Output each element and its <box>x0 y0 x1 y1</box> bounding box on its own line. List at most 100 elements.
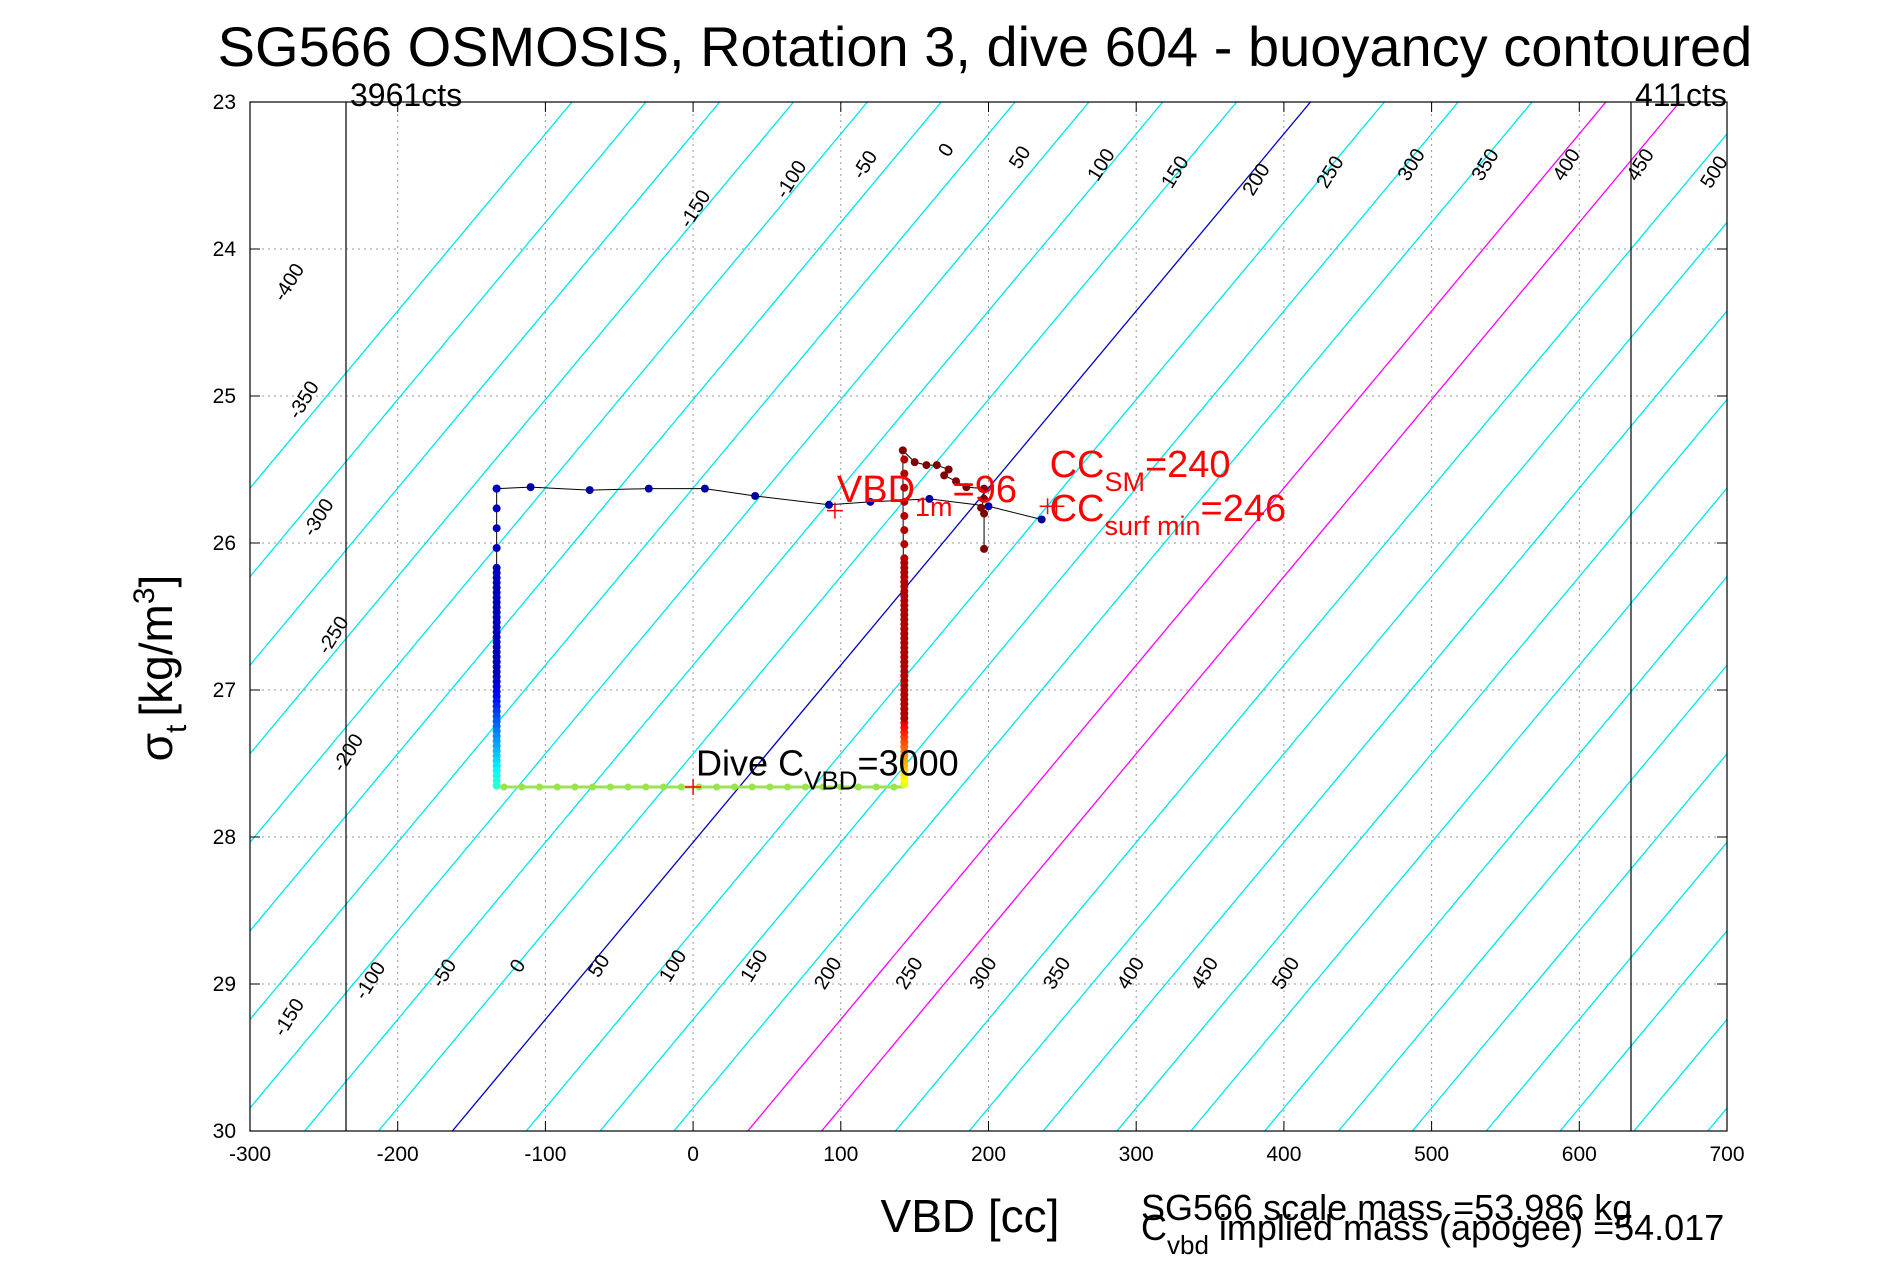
track-point-surface-8 <box>980 484 989 493</box>
x-tick-label: 700 <box>1709 1143 1744 1166</box>
contour-line-750 <box>1559 929 1727 1131</box>
y-tick-label: 28 <box>213 826 236 849</box>
y-axis-label-sub: t <box>160 724 193 733</box>
annotation-cc-sm-main: CC <box>1050 444 1105 486</box>
contour-line--150 <box>250 102 1090 1109</box>
contour-line--350 <box>250 102 795 755</box>
annotation-vbd-1m: VBD1m=96 <box>837 469 1017 522</box>
track-point-ascent-57 <box>900 511 909 520</box>
contour-line--100 <box>304 102 1164 1131</box>
annotation-cc-sm-value: =240 <box>1145 444 1231 486</box>
track-point-ascent-51 <box>900 540 909 549</box>
contour-line-300 <box>894 132 1727 1131</box>
track-point-surface-3 <box>932 461 941 470</box>
track-point-top-9 <box>984 502 993 511</box>
contour-line--250 <box>250 102 942 932</box>
contour-line-700 <box>1485 841 1727 1131</box>
track-point-bottom-1 <box>518 783 526 791</box>
track-point-descent-12 <box>492 543 501 552</box>
track-point-top-3 <box>644 484 653 493</box>
scale-mass-text: SG566 scale mass =53.986 kg <box>1141 1187 1632 1228</box>
annotation-dive-cvbd: Dive CVBD=3000 <box>696 742 959 795</box>
y-tick-label: 25 <box>213 385 236 408</box>
contour-line-50 <box>525 102 1385 1131</box>
axis-ticks: -300 -200 -100 0 100 200 300 400 500 600 700 23 24 25… <box>213 91 1745 1166</box>
track-point-surface-1 <box>910 458 919 467</box>
contour-line-950 <box>1855 102 1891 1131</box>
track-point-bottom-21 <box>872 783 880 791</box>
implied-mass-c: C <box>1141 1207 1167 1248</box>
marker-vbd-1m <box>826 502 843 519</box>
track-point-top-4 <box>700 484 709 493</box>
contour-line-200 <box>747 102 1607 1131</box>
track-point-ascent-48 <box>900 554 909 563</box>
contour-line-350 <box>968 221 1727 1131</box>
annotation-vbd-1m-value: =96 <box>953 469 1017 511</box>
contour-line-150 <box>673 102 1533 1131</box>
annotation-cc-surf: CCsurf min=246 <box>1050 488 1287 541</box>
marker-dive-c <box>685 779 702 796</box>
track-point-bottom-17 <box>801 783 809 791</box>
contour-line--450 <box>250 102 647 578</box>
implied-mass-rest: implied mass (apogee) =54.017 <box>1209 1207 1724 1248</box>
contour-line-0 <box>451 102 1311 1131</box>
track-point-bottom-8 <box>642 783 650 791</box>
track-point-top-5 <box>751 491 760 500</box>
x-tick-label: 400 <box>1266 1143 1301 1166</box>
track-point-descent-4 <box>492 504 501 513</box>
track-point-surface-0 <box>898 446 907 455</box>
contour-line--200 <box>250 102 1016 1021</box>
track-point-bottom-10 <box>677 783 685 791</box>
x-tick-label: 600 <box>1562 1143 1597 1166</box>
annotation-cc-sm-sub: SM <box>1104 467 1145 497</box>
y-tick-label: 29 <box>213 973 236 996</box>
x-tick-label: -300 <box>229 1143 271 1166</box>
contour-line-650 <box>1411 752 1727 1131</box>
track-point-surface-4 <box>944 465 953 474</box>
contour-line-400 <box>1042 309 1727 1131</box>
track-point-bottom-19 <box>837 783 845 791</box>
implied-mass-sub: vbd <box>1167 1230 1209 1260</box>
svg-text:σt[kg/m3]: σt [kg/m3] <box>128 575 193 762</box>
track-point-bottom-13 <box>730 783 738 791</box>
y-axis-label-close: ] <box>130 575 182 588</box>
contour-line--400 <box>250 102 721 667</box>
track-point-bottom-9 <box>660 783 668 791</box>
track-point-top-2 <box>585 486 594 495</box>
x-tick-label: 500 <box>1414 1143 1449 1166</box>
x-tick-label: 200 <box>971 1143 1006 1166</box>
y-tick-label: 30 <box>213 1120 236 1143</box>
count-limit-label-1: 411cts <box>1635 77 1727 113</box>
track-point-bottom-18 <box>819 783 827 791</box>
track-point-ascent-66 <box>900 469 909 478</box>
track-point-bottom-16 <box>784 783 792 791</box>
track-point-bottom-14 <box>748 783 756 791</box>
x-axis-label: VBD [cc] <box>881 1190 1060 1242</box>
track-point-surface-5 <box>940 471 949 480</box>
annotation-dive-cvbd-main: Dive C <box>696 742 804 783</box>
x-tick-label: -100 <box>524 1143 566 1166</box>
y-tick-label: 24 <box>213 238 237 261</box>
track-point-descent-0 <box>492 484 501 493</box>
contour-line--500 <box>250 102 573 490</box>
annotation-cc-surf-main: CC <box>1050 488 1105 530</box>
track-point-top-10 <box>1037 515 1046 524</box>
annotation-cc-surf-sub: surf min <box>1104 511 1200 541</box>
x-tick-label: 300 <box>1119 1143 1154 1166</box>
y-tick-label: 26 <box>213 532 236 555</box>
track-point-bottom-15 <box>766 783 774 791</box>
track-point-ascent-69 <box>900 455 909 464</box>
annotation-cc-surf-value: =246 <box>1201 488 1287 530</box>
contour-line-450 <box>1116 398 1727 1131</box>
track-point-ascent-54 <box>900 526 909 535</box>
track-point-bottom-7 <box>624 783 632 791</box>
implied-mass-text: Cvbd implied mass (apogee) =54.017 <box>1141 1207 1724 1260</box>
track-point-surface-9 <box>980 494 989 503</box>
y-axis-label: σt [kg/m3] <box>128 575 193 762</box>
track-point-bottom-2 <box>535 783 543 791</box>
x-tick-label: 0 <box>687 1143 699 1166</box>
plot-area: -400-350-300-250-200-150-100 -50 0 50 100 150… <box>213 77 1891 1166</box>
annotation-dive-cvbd-sub: VBD <box>804 765 857 795</box>
